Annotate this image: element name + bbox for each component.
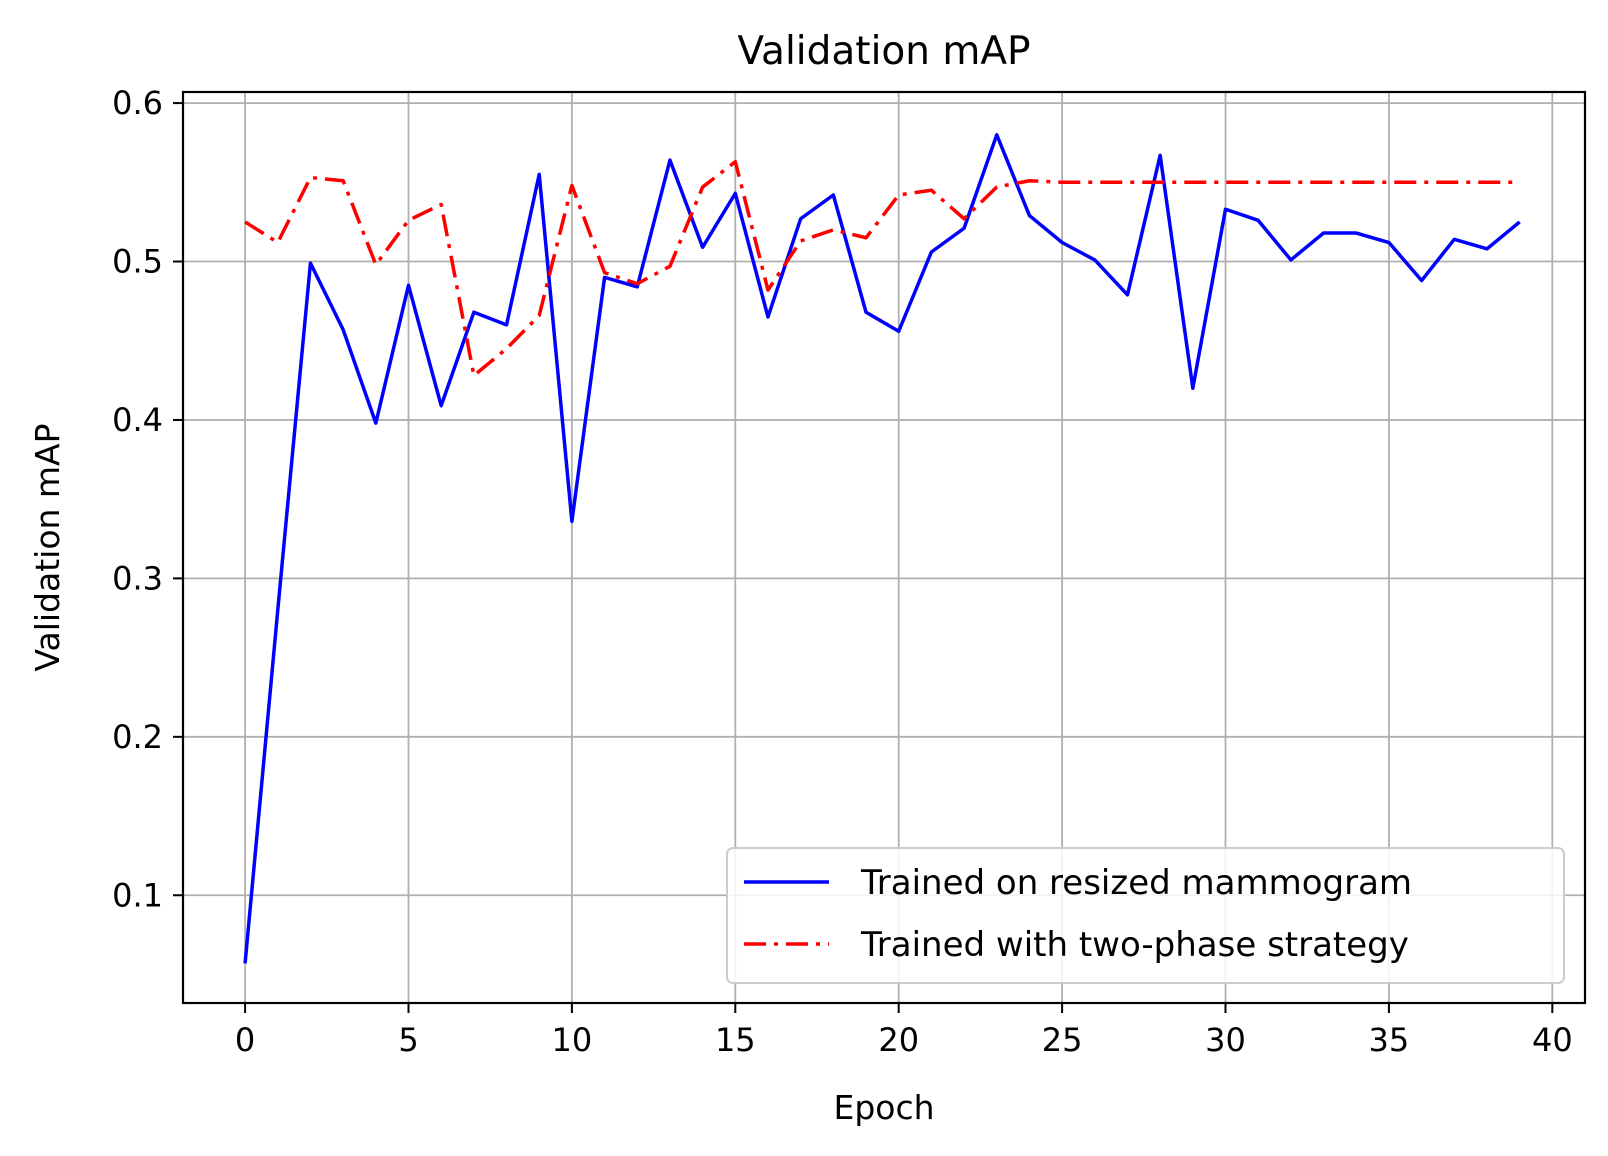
series-layer — [243, 133, 1521, 964]
legend-box — [726, 847, 1565, 984]
axis-ticks: 0 5 10 15 20 25 30 35 40 0.1 0.2 0.3 0.4 0.5 0.6 — [112, 84, 1573, 1059]
x-axis-title: Epoch — [833, 1088, 934, 1127]
legend-label-two-phase: Trained with two-phase strategy — [860, 925, 1409, 965]
series-line-resized-mammogram — [243, 133, 1521, 964]
x-tick-label: 0 — [235, 1021, 255, 1059]
x-tick-label: 5 — [398, 1021, 418, 1059]
legend-label-resized: Trained on resized mammogram — [860, 863, 1412, 903]
y-tick-label: 0.4 — [112, 401, 163, 439]
x-tick-label: 40 — [1532, 1021, 1573, 1059]
y-tick-label: 0.6 — [112, 84, 163, 122]
y-tick-label: 0.5 — [112, 243, 163, 281]
legend: Trained on resized mammogram Trained wit… — [726, 847, 1565, 984]
chart-title: Validation mAP — [737, 29, 1030, 74]
series-line-two-phase-strategy — [244, 159, 1520, 378]
y-tick-label: 0.3 — [112, 559, 163, 597]
x-tick-label: 25 — [1042, 1021, 1083, 1059]
x-tick-label: 10 — [552, 1021, 593, 1059]
y-tick-label: 0.2 — [112, 718, 163, 756]
x-tick-label: 35 — [1369, 1021, 1410, 1059]
x-tick-label: 15 — [715, 1021, 756, 1059]
x-tick-label: 30 — [1205, 1021, 1246, 1059]
x-tick-label: 20 — [878, 1021, 919, 1059]
y-tick-label: 0.1 — [112, 876, 163, 914]
plot-frame — [181, 90, 1587, 1005]
y-axis-title: Validation mAP — [28, 423, 67, 671]
